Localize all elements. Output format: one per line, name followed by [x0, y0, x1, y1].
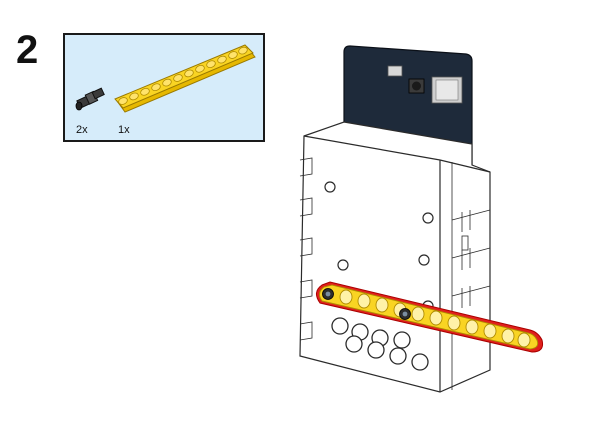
step-number: 2 — [16, 28, 39, 72]
yellow-beam-quantity: 1x — [118, 124, 130, 136]
parts-illustration — [75, 44, 256, 113]
connector-pin-quantity: 2x — [76, 124, 88, 136]
case-bottom-holes — [331, 317, 429, 371]
connector-pin-icon — [75, 87, 105, 111]
parts-list-callout: 2x 1x — [63, 33, 265, 142]
connector-pin-installed-icon — [322, 288, 411, 320]
yellow-beam-icon — [114, 44, 256, 113]
usb-port-icon — [387, 65, 403, 77]
attached-yellow-beam — [316, 281, 543, 353]
